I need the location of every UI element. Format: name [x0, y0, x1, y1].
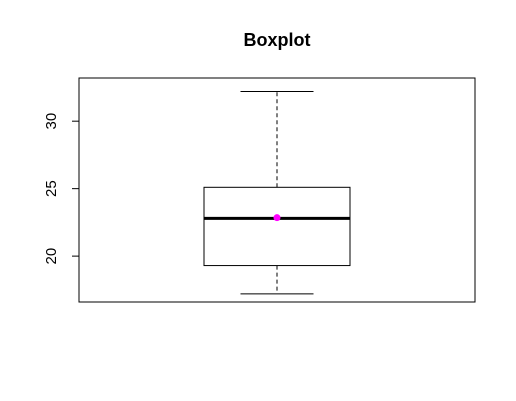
- chart-title: Boxplot: [244, 30, 311, 50]
- y-tick-label: 25: [43, 180, 60, 197]
- y-axis: 20 25 30: [43, 113, 80, 265]
- interquartile-box: [203, 186, 351, 267]
- box-plot: [203, 90, 351, 295]
- y-tick-label: 20: [43, 248, 60, 265]
- mean-marker: [273, 214, 281, 222]
- y-tick-label: 30: [43, 113, 60, 130]
